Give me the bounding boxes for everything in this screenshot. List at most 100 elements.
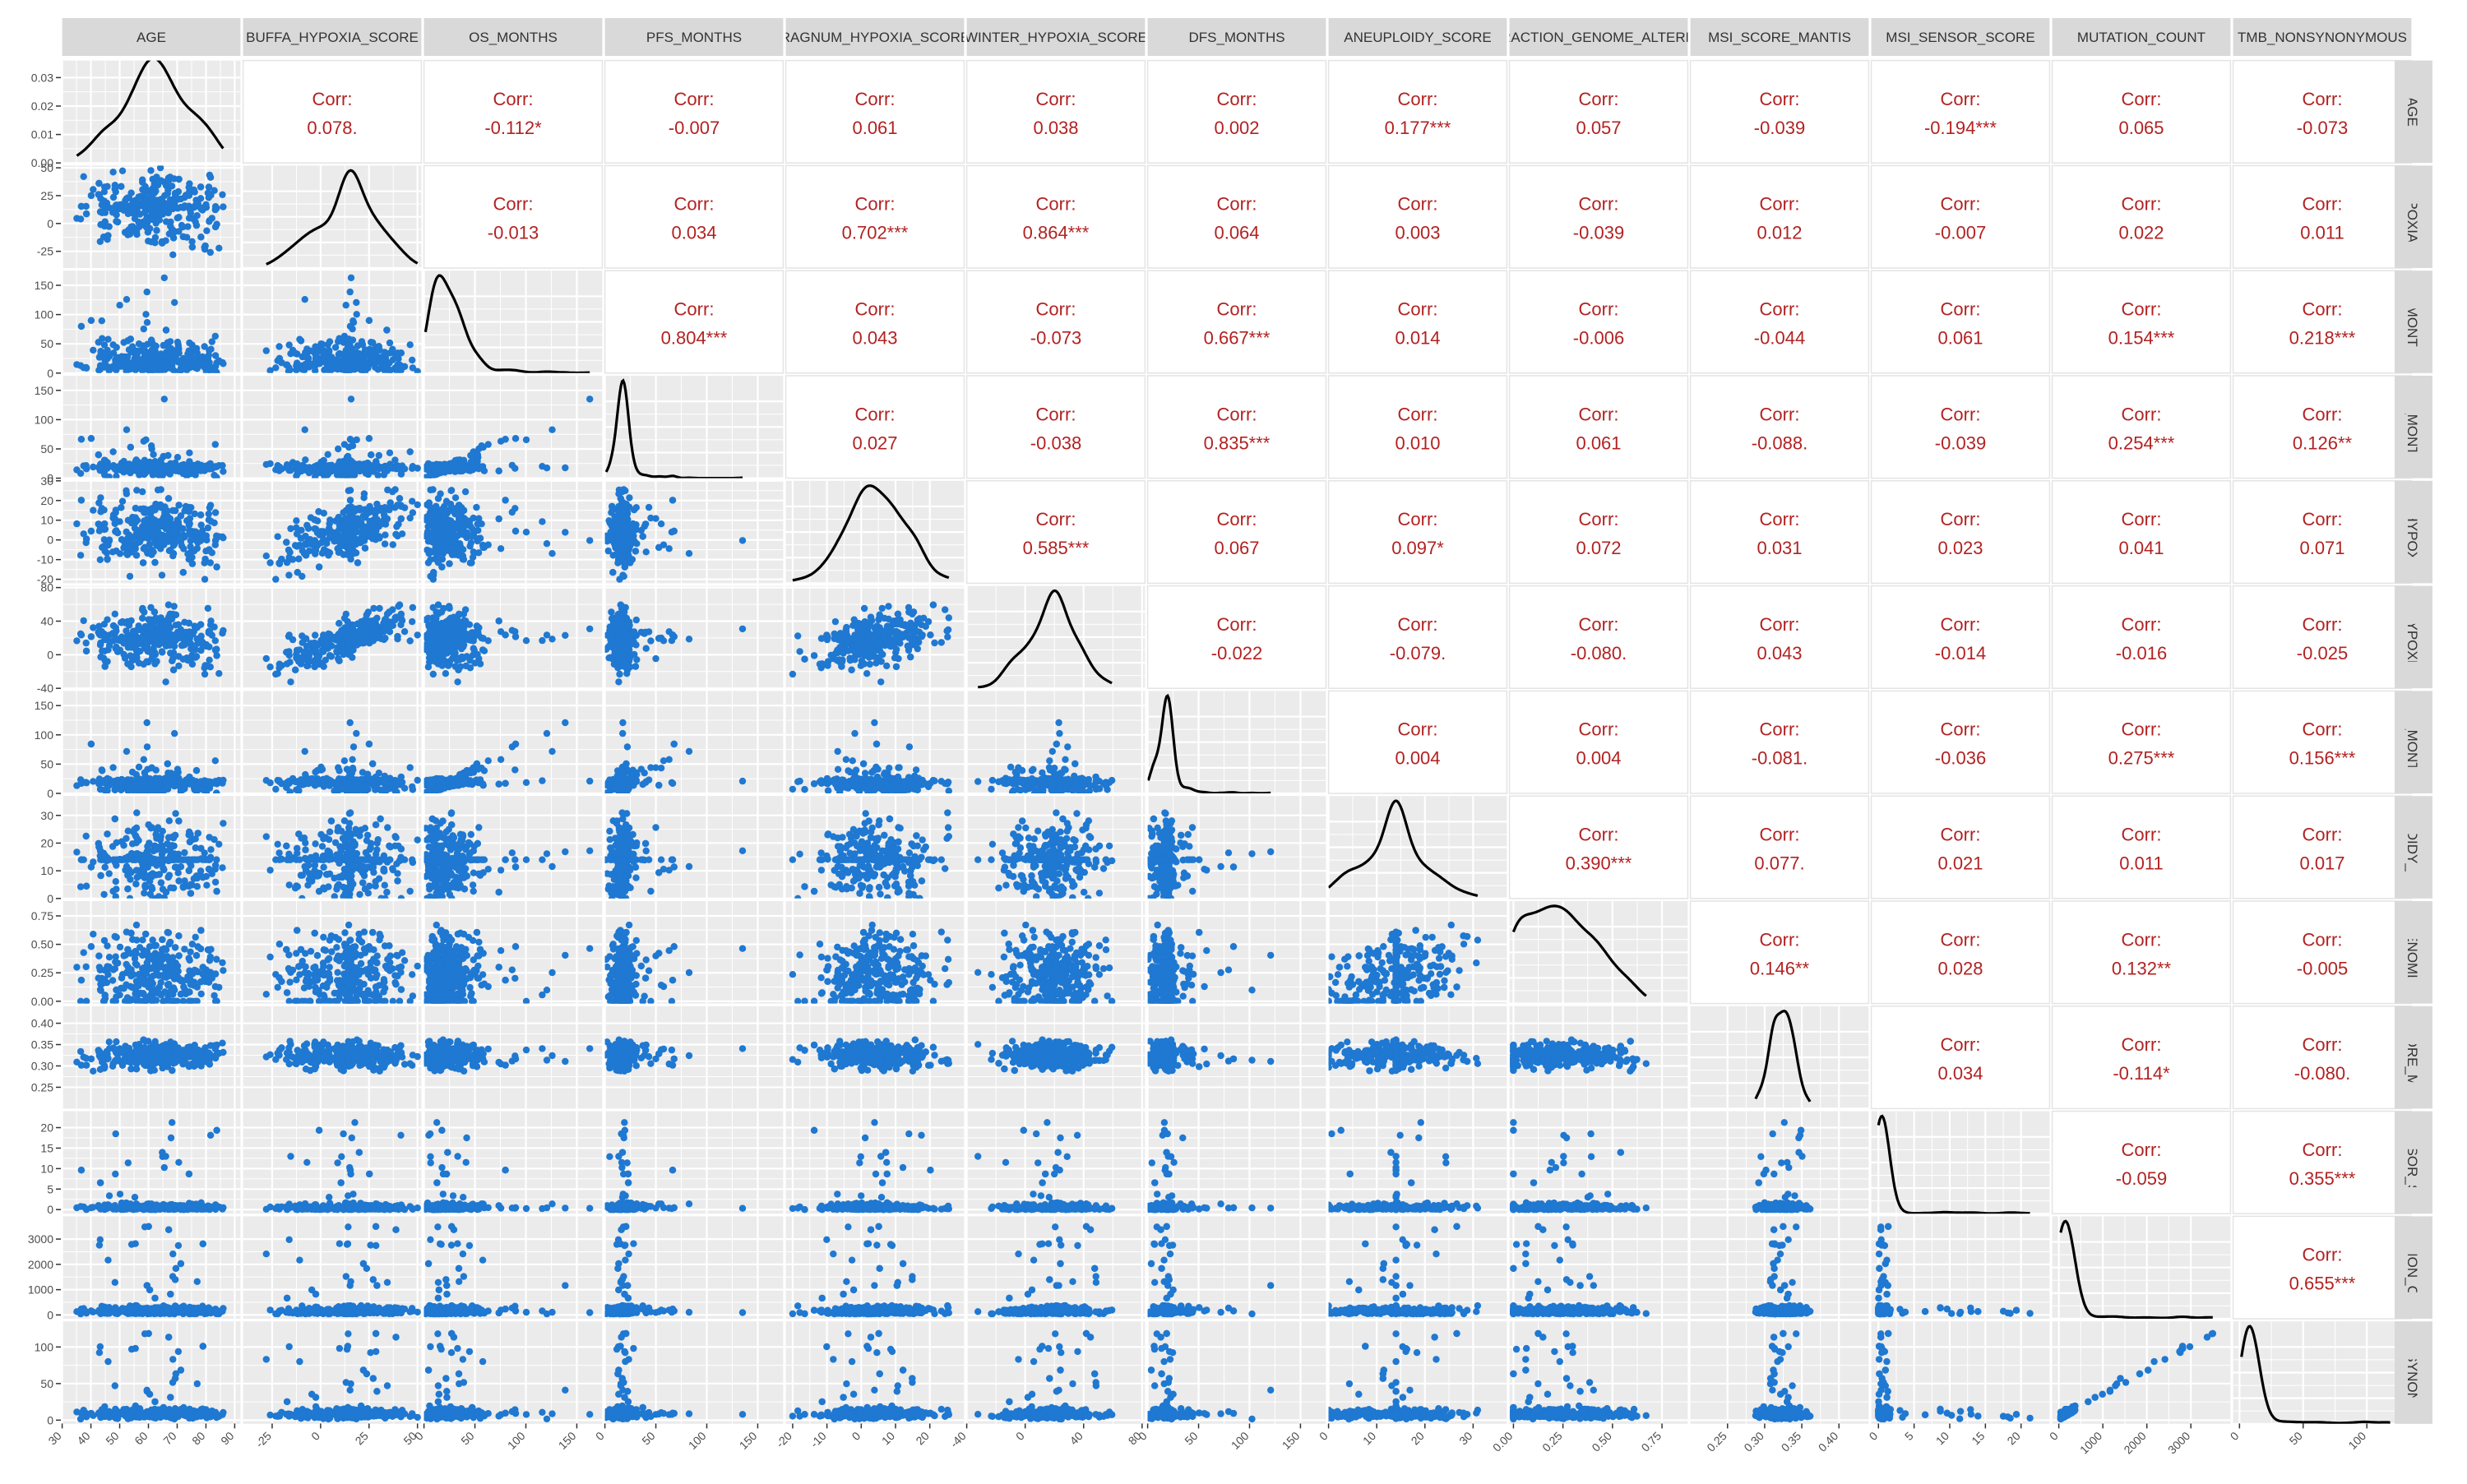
data-point — [451, 465, 457, 472]
data-point — [220, 468, 226, 474]
data-point — [161, 275, 168, 281]
data-point — [427, 487, 433, 493]
data-point — [88, 317, 95, 324]
data-point — [548, 550, 555, 557]
data-point — [430, 569, 437, 576]
data-point — [151, 181, 158, 187]
data-point — [142, 350, 149, 357]
data-point — [73, 520, 80, 527]
data-point — [149, 215, 155, 221]
data-point — [102, 352, 109, 358]
data-point — [179, 224, 186, 230]
data-point — [132, 516, 139, 523]
data-point — [194, 212, 201, 219]
data-point — [439, 556, 446, 562]
data-point — [143, 216, 150, 223]
panel-os_months-ragnum_hypoxia_score: Corr:0.043 — [786, 270, 965, 373]
data-point — [118, 201, 125, 208]
data-point — [175, 341, 182, 348]
data-point — [320, 352, 326, 358]
data-point — [498, 545, 504, 552]
data-point — [175, 176, 182, 183]
panel-os_months-aneuploidy_score: Corr:0.014 — [1329, 270, 1507, 373]
data-point — [175, 468, 182, 474]
data-point — [206, 516, 212, 523]
data-point — [312, 537, 318, 543]
corr-label: Corr: — [1941, 509, 1981, 529]
data-point — [407, 341, 414, 348]
data-point — [373, 527, 379, 534]
data-point — [187, 538, 194, 544]
data-point — [142, 363, 149, 369]
data-point — [159, 571, 165, 578]
data-point — [206, 464, 212, 470]
data-point — [351, 507, 358, 514]
corr-label: Corr: — [2122, 299, 2162, 320]
data-point — [140, 342, 146, 349]
data-point — [363, 349, 370, 356]
corr-label: Corr: — [855, 299, 896, 320]
panel-buffa_hypoxia_score-msi_sensor_score: Corr:-0.007 — [1872, 165, 2050, 268]
data-point — [626, 494, 632, 501]
data-point — [426, 548, 433, 554]
data-point — [382, 540, 388, 547]
panel-ragnum_hypoxia_score-buffa_hypoxia_score — [243, 481, 422, 584]
corr-label: Corr: — [2303, 299, 2343, 320]
data-point — [345, 360, 351, 367]
data-point — [130, 204, 137, 210]
data-point — [562, 529, 568, 535]
data-point — [153, 173, 160, 180]
data-point — [354, 559, 361, 566]
data-point — [112, 186, 118, 192]
corr-panel-bg — [605, 61, 784, 164]
data-point — [295, 556, 302, 562]
panel-os_months-msi_sensor_score: Corr:0.061 — [1872, 270, 2050, 373]
panel-ragnum_hypoxia_score-fraction_genome_altered: Corr:0.072 — [1510, 481, 1688, 584]
data-point — [116, 302, 123, 308]
corr-value: -0.088. — [1752, 432, 1808, 453]
data-point — [345, 335, 352, 342]
corr-label: Corr: — [1941, 194, 1981, 215]
data-point — [97, 466, 104, 473]
data-point — [165, 210, 172, 216]
data-point — [347, 436, 354, 442]
corr-panel-bg — [2053, 481, 2231, 584]
data-point — [348, 275, 354, 281]
data-point — [422, 533, 428, 539]
data-point — [104, 363, 110, 370]
data-point — [123, 296, 130, 303]
corr-value: -0.073 — [2297, 118, 2348, 138]
data-point — [348, 395, 354, 402]
data-point — [354, 311, 360, 317]
data-point — [200, 533, 206, 539]
corr-value: 0.126** — [2293, 432, 2353, 453]
data-point — [603, 533, 609, 539]
data-point — [399, 530, 405, 537]
panel-os_months-buffa_hypoxia_score — [243, 270, 422, 376]
data-point — [479, 544, 486, 551]
data-point — [433, 537, 439, 543]
data-point — [180, 233, 187, 240]
corr-panel-bg — [1510, 270, 1688, 373]
data-point — [209, 215, 215, 221]
data-point — [433, 526, 440, 533]
data-point — [114, 219, 121, 225]
data-point — [328, 359, 335, 366]
data-point — [213, 563, 220, 570]
data-point — [113, 548, 119, 554]
corr-panel-bg — [2233, 61, 2412, 164]
data-point — [132, 505, 139, 511]
data-point — [363, 526, 370, 533]
data-point — [394, 502, 400, 508]
data-point — [354, 437, 360, 443]
data-point — [642, 520, 649, 527]
data-point — [165, 495, 172, 502]
data-point — [473, 504, 479, 511]
corr-label: Corr: — [1036, 194, 1076, 215]
data-point — [438, 563, 445, 570]
data-point — [276, 560, 283, 566]
corr-panel-bg — [2053, 376, 2231, 478]
data-point — [633, 540, 640, 547]
data-point — [149, 534, 155, 541]
data-point — [173, 526, 179, 533]
